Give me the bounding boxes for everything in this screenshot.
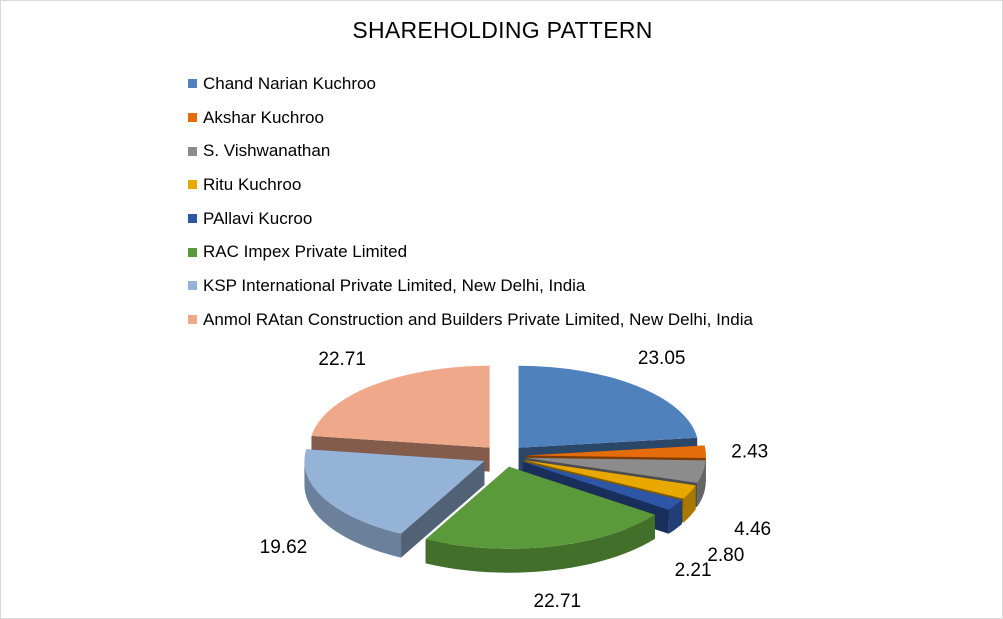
legend-swatch xyxy=(188,79,197,89)
legend-item: RAC Impex Private Limited xyxy=(188,235,753,269)
legend-swatch xyxy=(188,315,197,325)
legend-item: KSP International Private Limited, New D… xyxy=(188,269,753,303)
pie-slice xyxy=(525,457,706,483)
legend-label: PAllavi Kucroo xyxy=(203,208,313,228)
data-label: 23.05 xyxy=(638,348,686,369)
legend-label: Anmol RAtan Construction and Builders Pr… xyxy=(203,309,753,329)
legend-label: RAC Impex Private Limited xyxy=(203,242,408,262)
legend-item: PAllavi Kucroo xyxy=(188,202,753,236)
pie-labels: 23.05 2.43 4.46 2.802.21 22.71 19.62 22.71 xyxy=(260,348,771,612)
pie-slice-edge xyxy=(683,485,696,523)
legend-label: KSP International Private Limited, New D… xyxy=(203,275,586,295)
pie-slice-edge xyxy=(697,460,706,507)
data-label: 4.46 xyxy=(734,519,771,540)
pie-slice xyxy=(425,466,655,549)
legend-label: Chand Narian Kuchroo xyxy=(203,73,376,93)
pie-slice xyxy=(518,365,698,448)
legend-item: Akshar Kuchroo xyxy=(188,101,753,135)
pie-slice-edge xyxy=(304,461,402,558)
legend-label: Akshar Kuchroo xyxy=(203,107,324,127)
legend-item: S. Vishwanathan xyxy=(188,134,753,168)
legend-swatch xyxy=(188,113,197,123)
data-label: 22.71 xyxy=(534,591,582,612)
data-label: 2.43 xyxy=(731,442,768,463)
pie-slice-edge xyxy=(668,500,682,534)
legend-item: Chand Narian Kuchroo xyxy=(188,67,753,101)
pie-tops xyxy=(304,365,706,549)
legend-swatch xyxy=(188,214,197,224)
chart-title: SHAREHOLDING PATTERN xyxy=(352,17,653,43)
pie-slice xyxy=(525,445,706,458)
legend-item: Anmol RAtan Construction and Builders Pr… xyxy=(188,303,753,337)
legend: Chand Narian Kuchroo Akshar Kuchroo S. V… xyxy=(188,67,753,337)
legend-swatch xyxy=(188,247,197,257)
data-label: 22.71 xyxy=(318,349,366,370)
legend-label: Ritu Kuchroo xyxy=(203,174,302,194)
pie-slice-wall xyxy=(401,461,485,558)
data-label: 2.80 xyxy=(707,545,744,566)
legend-label: S. Vishwanathan xyxy=(203,141,331,161)
pie-slice xyxy=(304,449,485,534)
data-label: 2.21 xyxy=(675,560,712,581)
legend-item: Ritu Kuchroo xyxy=(188,168,753,202)
pie-slice xyxy=(524,460,696,499)
data-label: 19.62 xyxy=(260,537,308,558)
pie-slice xyxy=(522,461,682,510)
legend-swatch xyxy=(188,146,197,156)
pie-slice-edge xyxy=(425,514,655,573)
pie-slice xyxy=(311,365,490,448)
legend-swatch xyxy=(188,180,197,190)
legend-swatch xyxy=(188,281,197,291)
